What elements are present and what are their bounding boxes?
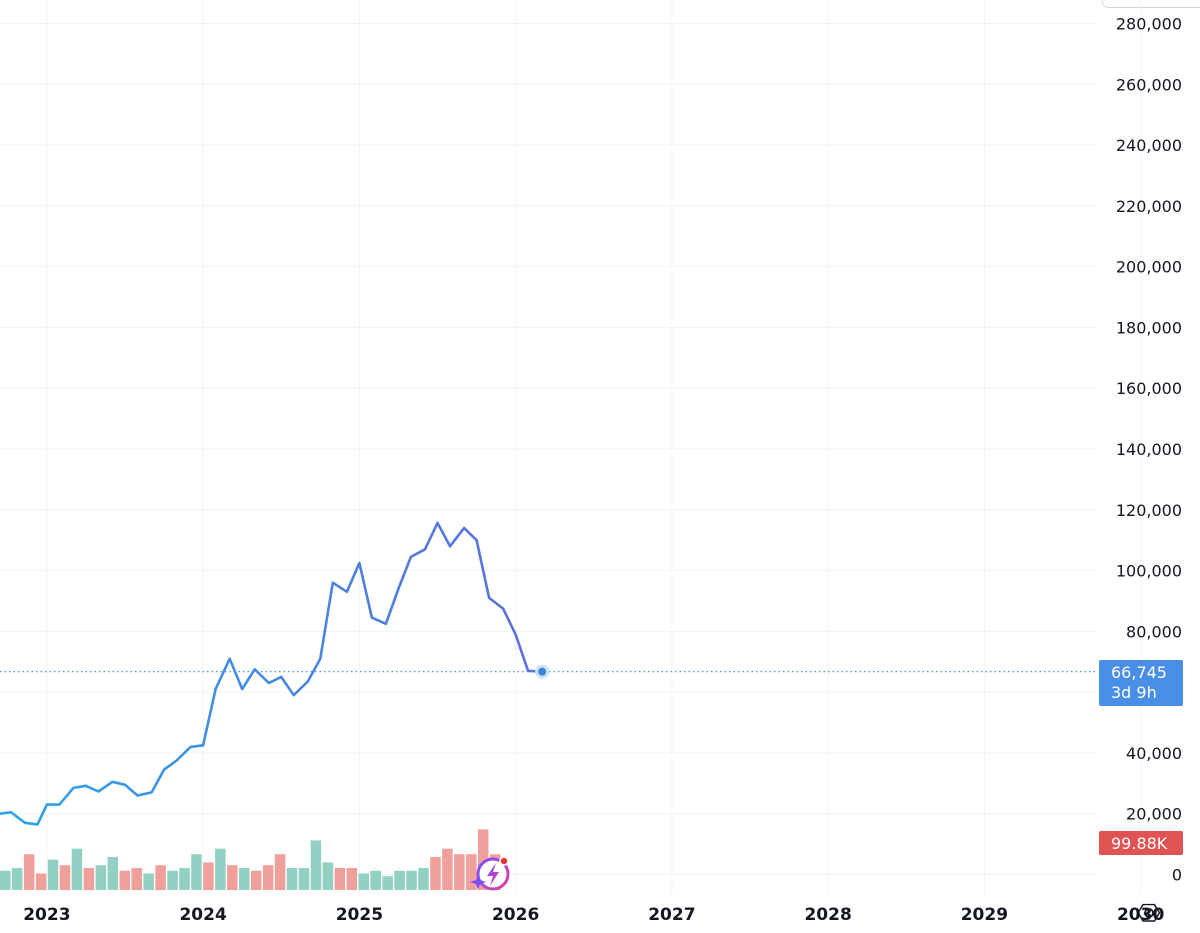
volume-bar: [179, 867, 190, 890]
volume-bar: [155, 865, 166, 890]
volume-bar: [370, 870, 381, 890]
last-volume-label: 99.88K: [1111, 834, 1168, 853]
x-tick-label: 2029: [961, 905, 1008, 925]
x-tick-label: 2025: [336, 905, 383, 925]
volume-bar: [107, 856, 119, 890]
volume-bar: [418, 867, 429, 890]
price-line-layer: [0, 521, 1095, 826]
volume-bar: [466, 854, 477, 890]
x-tick-label: 2028: [804, 905, 851, 925]
last-volume-badge: [1099, 831, 1183, 855]
volume-bar: [334, 867, 346, 890]
volume-bar: [286, 867, 298, 890]
volume-bar: [454, 854, 465, 890]
price-line: [0, 521, 543, 826]
volume-bar: [442, 848, 453, 890]
y-tick-label: 120,000: [1116, 501, 1182, 520]
volume-bar: [23, 854, 35, 890]
y-tick-label: 40,000: [1126, 744, 1182, 763]
x-tick-label: 2026: [492, 905, 539, 925]
volume-bar: [191, 854, 202, 890]
scale-handle[interactable]: [1102, 0, 1200, 8]
y-tick-label: 260,000: [1116, 75, 1182, 94]
volume-bar: [358, 873, 369, 890]
volume-bar: [59, 865, 71, 890]
volume-bar: [262, 865, 274, 890]
x-axis[interactable]: 2023 2024 2025 2026 2027 2028 2029 2030: [23, 905, 1164, 925]
settings-hexagon-icon[interactable]: [1134, 898, 1164, 928]
volume-bar: [71, 848, 83, 890]
volume-bar: [239, 867, 250, 890]
volume-bar: [310, 840, 322, 890]
volume-bar: [227, 865, 238, 890]
volume-bar: [11, 867, 23, 890]
y-tick-label: 100,000: [1116, 562, 1182, 581]
grid-lines: [0, 0, 1142, 895]
volume-bar: [478, 829, 489, 890]
countdown-label: 3d 9h: [1111, 683, 1157, 702]
y-tick-label: 20,000: [1126, 805, 1182, 824]
volume-bar: [430, 856, 441, 890]
volume-bar: [203, 862, 214, 890]
y-tick-label: 160,000: [1116, 379, 1182, 398]
volume-bar: [143, 873, 154, 890]
volume-bar: [35, 873, 47, 890]
x-tick-label: 2027: [648, 905, 695, 925]
volume-bar: [0, 870, 11, 890]
volume-bar: [406, 870, 417, 890]
volume-bar: [215, 848, 226, 890]
y-tick-label: 80,000: [1126, 622, 1182, 641]
last-price-label: 66,745: [1111, 663, 1167, 682]
volume-bar: [167, 870, 178, 890]
x-tick-label: 2024: [179, 905, 226, 925]
y-tick-label: 280,000: [1116, 15, 1182, 34]
x-tick-label: 2023: [23, 905, 70, 925]
price-badges: 66,745 3d 9h 99.88K: [1099, 660, 1183, 855]
y-tick-label: 0: [1172, 866, 1182, 885]
volume-bar: [47, 859, 59, 890]
volume-bar: [298, 867, 310, 890]
last-price-badge: [1099, 660, 1183, 706]
volume-bar: [95, 865, 107, 890]
y-tick-label: 200,000: [1116, 258, 1182, 277]
volume-bar: [250, 870, 262, 890]
volume-bar: [83, 867, 95, 890]
volume-bar: [131, 867, 142, 890]
lightning-spark-icon[interactable]: [470, 856, 510, 891]
last-price-dot: [538, 667, 547, 676]
volume-bar: [274, 854, 286, 890]
volume-bar: [322, 862, 334, 890]
volume-bar: [394, 870, 405, 890]
volume-bar: [119, 870, 130, 890]
y-axis[interactable]: 280,000 260,000 240,000 220,000 200,000 180,0…: [1116, 15, 1182, 885]
y-tick-label: 180,000: [1116, 318, 1182, 337]
volume-bar: [346, 867, 358, 890]
y-tick-label: 140,000: [1116, 440, 1182, 459]
y-tick-label: 220,000: [1116, 197, 1182, 216]
y-tick-label: 240,000: [1116, 136, 1182, 155]
volume-bar: [382, 876, 393, 890]
volume-bars: [0, 829, 501, 890]
